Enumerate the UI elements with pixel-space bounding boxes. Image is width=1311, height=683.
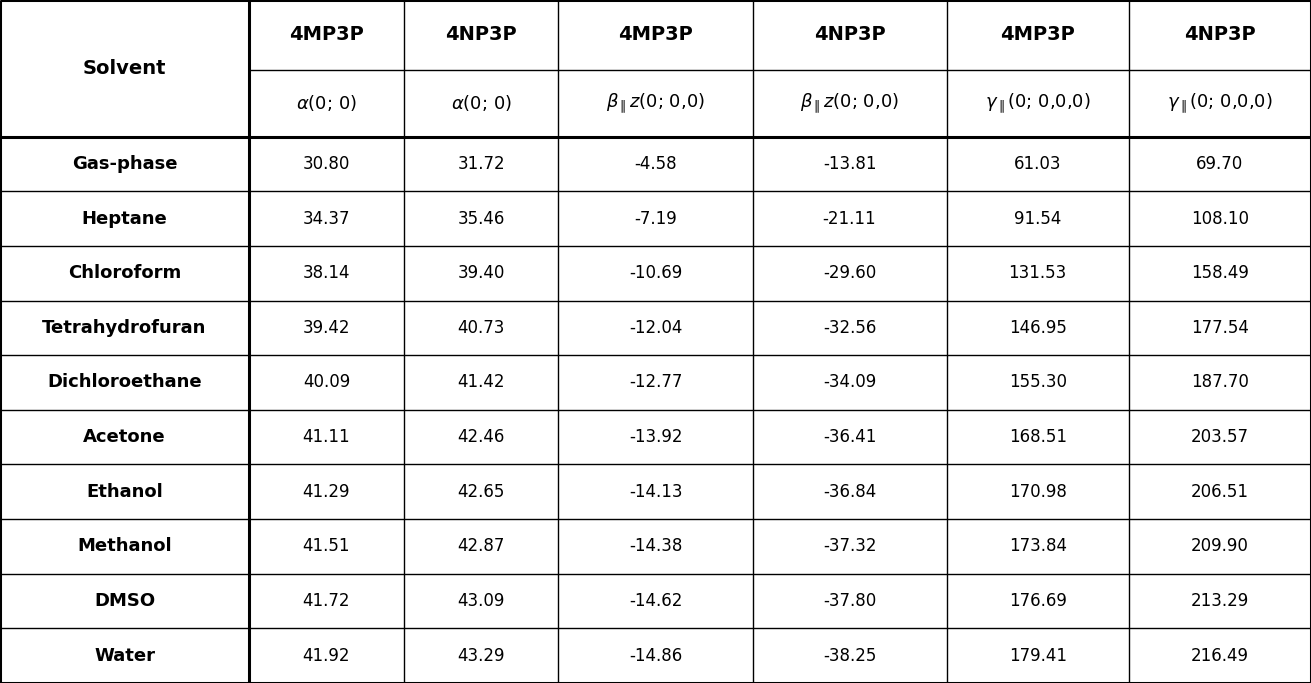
- Text: Heptane: Heptane: [81, 210, 168, 227]
- Text: -7.19: -7.19: [635, 210, 676, 227]
- Text: 31.72: 31.72: [458, 155, 505, 173]
- Text: 41.11: 41.11: [303, 428, 350, 446]
- Text: Tetrahydrofuran: Tetrahydrofuran: [42, 319, 207, 337]
- Text: -29.60: -29.60: [823, 264, 876, 282]
- Text: Acetone: Acetone: [83, 428, 166, 446]
- Text: 41.51: 41.51: [303, 538, 350, 555]
- Text: 213.29: 213.29: [1190, 592, 1249, 610]
- Text: 41.29: 41.29: [303, 483, 350, 501]
- Text: 131.53: 131.53: [1008, 264, 1067, 282]
- Text: $\alpha$(0; 0): $\alpha$(0; 0): [451, 93, 511, 113]
- Text: -36.41: -36.41: [823, 428, 876, 446]
- Text: 39.42: 39.42: [303, 319, 350, 337]
- Text: 168.51: 168.51: [1008, 428, 1067, 446]
- Text: 30.80: 30.80: [303, 155, 350, 173]
- Text: -14.62: -14.62: [629, 592, 682, 610]
- Text: 203.57: 203.57: [1190, 428, 1249, 446]
- Text: 43.09: 43.09: [458, 592, 505, 610]
- Text: 4NP3P: 4NP3P: [814, 25, 885, 44]
- Text: -12.77: -12.77: [629, 374, 682, 391]
- Text: -14.38: -14.38: [629, 538, 682, 555]
- Text: -34.09: -34.09: [823, 374, 876, 391]
- Text: 41.42: 41.42: [458, 374, 505, 391]
- Text: -32.56: -32.56: [823, 319, 876, 337]
- Text: -14.13: -14.13: [629, 483, 682, 501]
- Text: DMSO: DMSO: [94, 592, 155, 610]
- Text: Water: Water: [94, 647, 155, 665]
- Text: 41.92: 41.92: [303, 647, 350, 665]
- Text: 4MP3P: 4MP3P: [1000, 25, 1075, 44]
- Text: 42.87: 42.87: [458, 538, 505, 555]
- Text: Dichloroethane: Dichloroethane: [47, 374, 202, 391]
- Text: -12.04: -12.04: [629, 319, 682, 337]
- Text: 41.72: 41.72: [303, 592, 350, 610]
- Text: 61.03: 61.03: [1013, 155, 1062, 173]
- Text: -10.69: -10.69: [629, 264, 682, 282]
- Text: Ethanol: Ethanol: [87, 483, 163, 501]
- Text: 146.95: 146.95: [1008, 319, 1067, 337]
- Text: $\gamma_{\parallel}$(0; 0,0,0): $\gamma_{\parallel}$(0; 0,0,0): [985, 92, 1091, 115]
- Text: 187.70: 187.70: [1190, 374, 1249, 391]
- Text: 177.54: 177.54: [1190, 319, 1249, 337]
- Text: 39.40: 39.40: [458, 264, 505, 282]
- Text: 4MP3P: 4MP3P: [288, 25, 364, 44]
- Text: 108.10: 108.10: [1190, 210, 1249, 227]
- Text: 38.14: 38.14: [303, 264, 350, 282]
- Text: 4NP3P: 4NP3P: [446, 25, 517, 44]
- Text: $\beta_{\parallel}z$(0; 0,0): $\beta_{\parallel}z$(0; 0,0): [606, 92, 705, 115]
- Text: 216.49: 216.49: [1190, 647, 1249, 665]
- Text: -36.84: -36.84: [823, 483, 876, 501]
- Text: $\beta_{\parallel}z$(0; 0,0): $\beta_{\parallel}z$(0; 0,0): [800, 92, 899, 115]
- Text: Chloroform: Chloroform: [68, 264, 181, 282]
- Text: -21.11: -21.11: [823, 210, 876, 227]
- Text: 42.46: 42.46: [458, 428, 505, 446]
- Text: 4MP3P: 4MP3P: [617, 25, 694, 44]
- Text: 40.73: 40.73: [458, 319, 505, 337]
- Text: 69.70: 69.70: [1196, 155, 1244, 173]
- Text: -13.81: -13.81: [823, 155, 876, 173]
- Text: Methanol: Methanol: [77, 538, 172, 555]
- Text: 4NP3P: 4NP3P: [1184, 25, 1256, 44]
- Text: 42.65: 42.65: [458, 483, 505, 501]
- Text: 179.41: 179.41: [1008, 647, 1067, 665]
- Text: Solvent: Solvent: [83, 59, 166, 78]
- Text: -14.86: -14.86: [629, 647, 682, 665]
- Text: -37.80: -37.80: [823, 592, 876, 610]
- Text: 35.46: 35.46: [458, 210, 505, 227]
- Text: 34.37: 34.37: [303, 210, 350, 227]
- Text: 155.30: 155.30: [1008, 374, 1067, 391]
- Text: -13.92: -13.92: [629, 428, 682, 446]
- Text: 209.90: 209.90: [1190, 538, 1249, 555]
- Text: -38.25: -38.25: [823, 647, 876, 665]
- Text: 91.54: 91.54: [1013, 210, 1062, 227]
- Text: 40.09: 40.09: [303, 374, 350, 391]
- Text: 158.49: 158.49: [1190, 264, 1249, 282]
- Text: 173.84: 173.84: [1008, 538, 1067, 555]
- Text: Gas-phase: Gas-phase: [72, 155, 177, 173]
- Text: -37.32: -37.32: [823, 538, 876, 555]
- Text: 43.29: 43.29: [458, 647, 505, 665]
- Text: 206.51: 206.51: [1190, 483, 1249, 501]
- Text: -4.58: -4.58: [635, 155, 676, 173]
- Text: 176.69: 176.69: [1008, 592, 1067, 610]
- Text: 170.98: 170.98: [1008, 483, 1067, 501]
- Text: $\alpha$(0; 0): $\alpha$(0; 0): [296, 93, 357, 113]
- Text: $\gamma_{\parallel}$(0; 0,0,0): $\gamma_{\parallel}$(0; 0,0,0): [1167, 92, 1273, 115]
